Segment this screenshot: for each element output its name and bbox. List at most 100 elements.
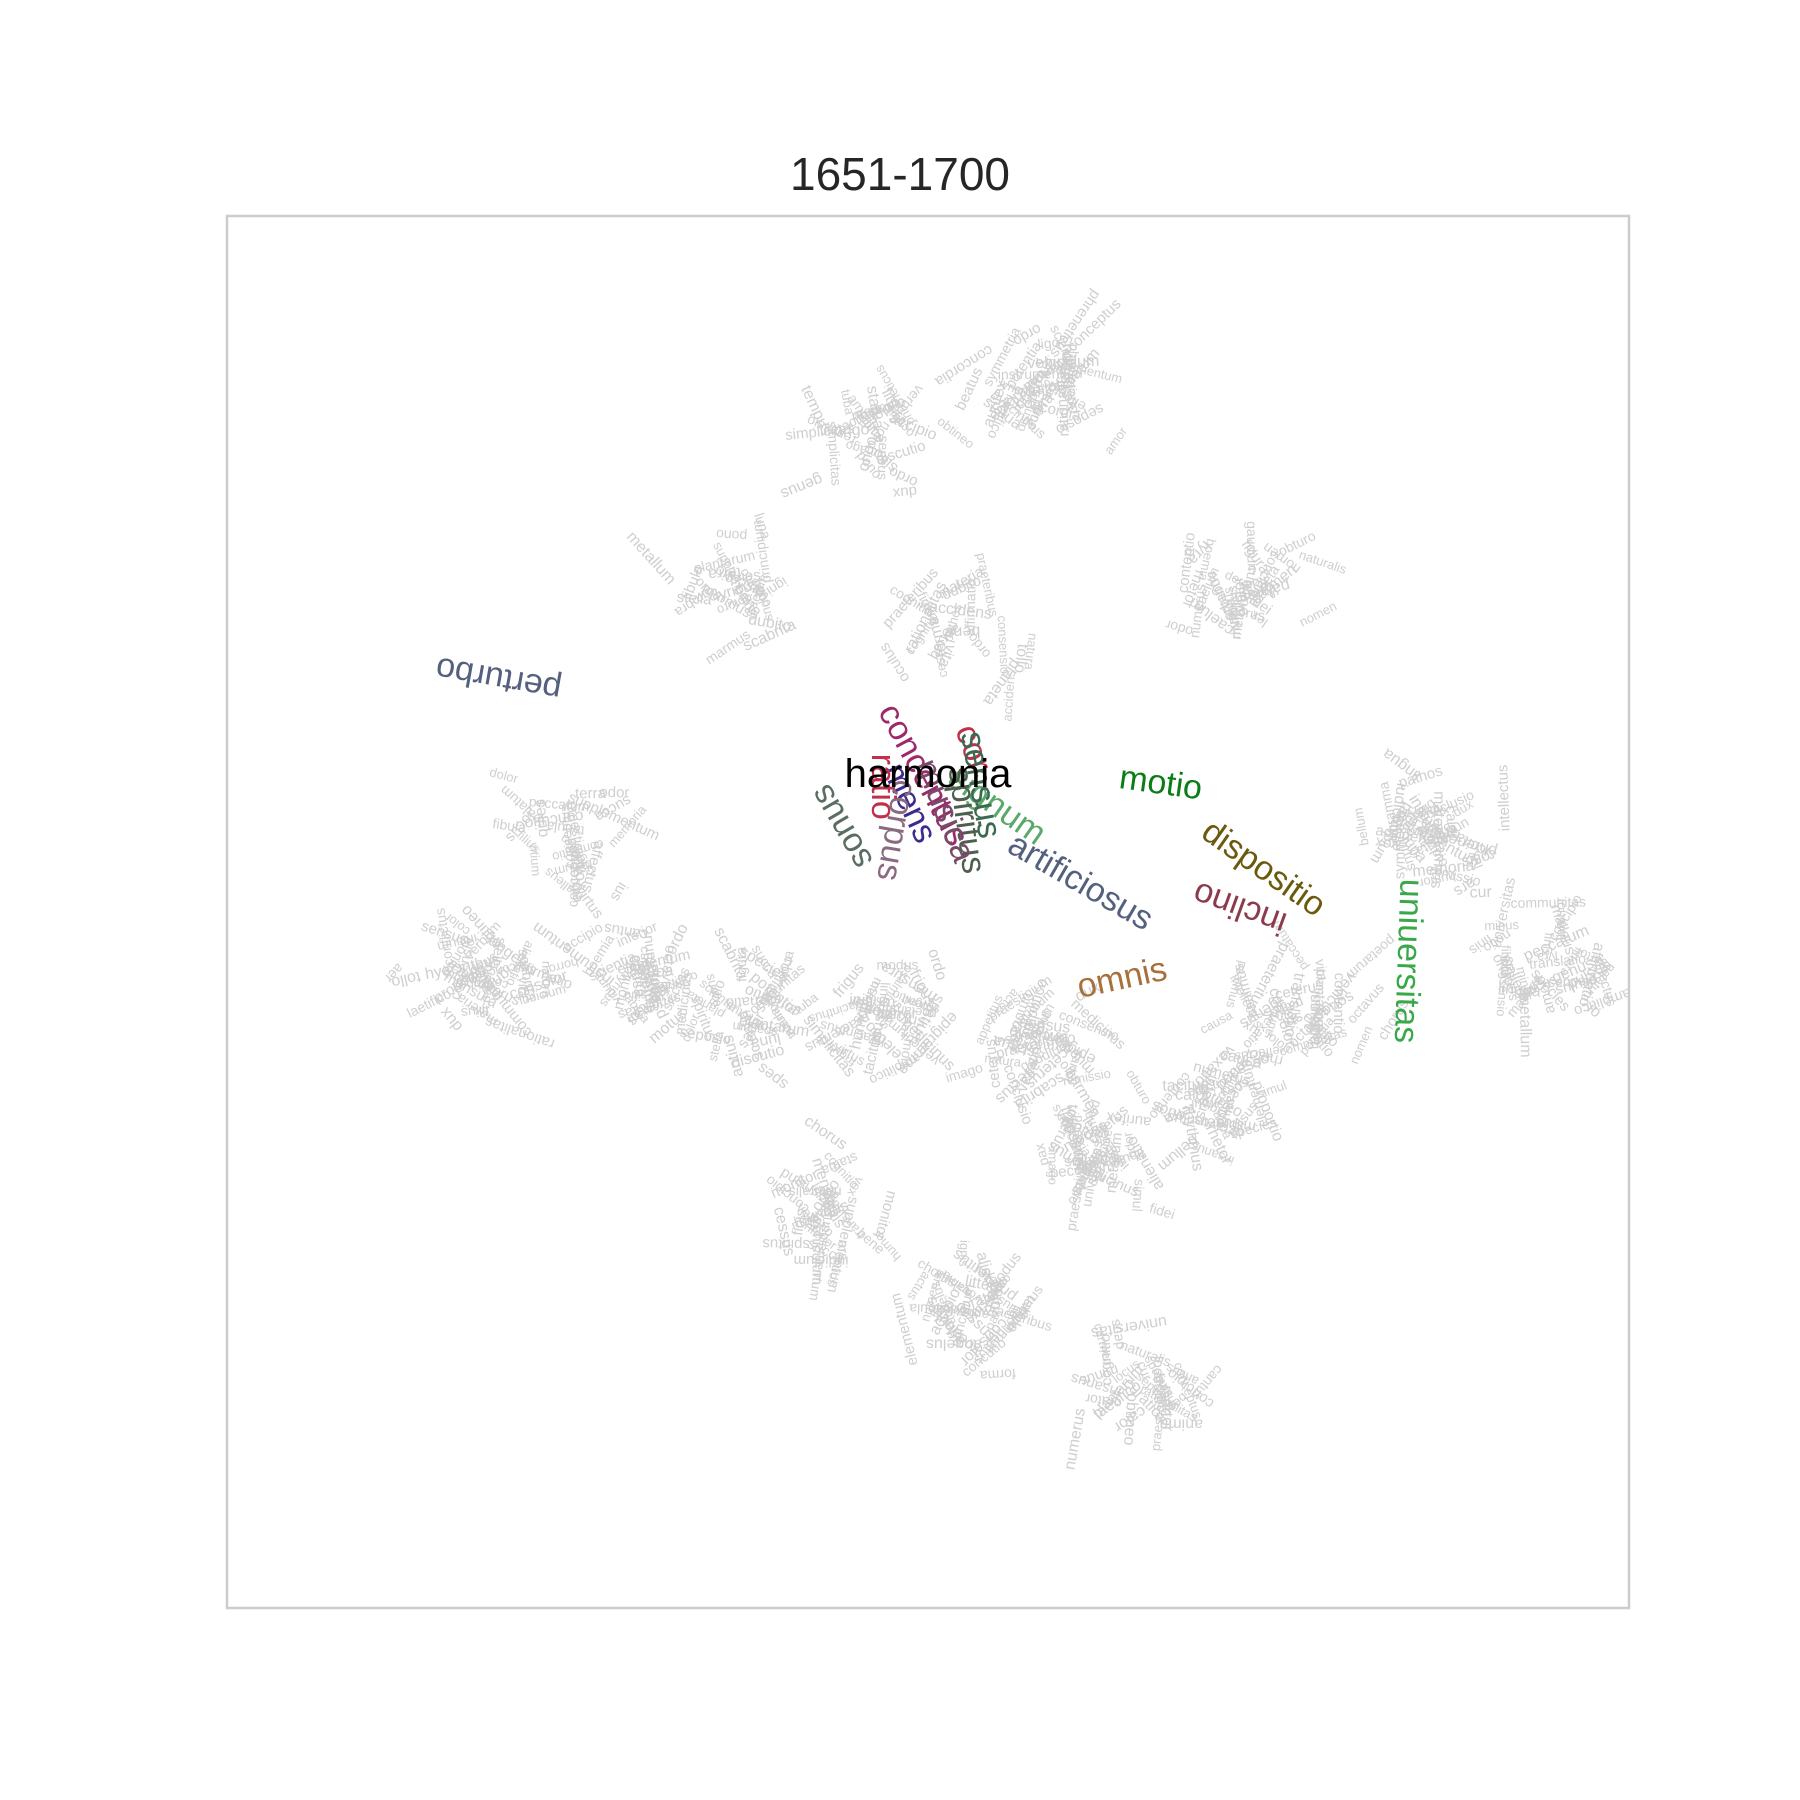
background-word: quies — [724, 567, 761, 586]
background-word: medicinus — [671, 971, 695, 1036]
background-word: iudicium — [1306, 990, 1324, 1049]
background-word: natura — [539, 961, 555, 999]
background-word: deus — [1106, 1318, 1127, 1351]
highlighted-word-motio: motio — [1117, 758, 1205, 807]
center-word-layer: harmonia — [845, 752, 1013, 796]
background-word: octavus — [657, 944, 679, 997]
background-word: forma — [1034, 1038, 1071, 1056]
background-word: communitas — [1510, 894, 1586, 911]
background-word: luna — [749, 1029, 782, 1052]
background-word: ligo — [1003, 1303, 1024, 1327]
background-word: tacitus — [1151, 1372, 1169, 1411]
background-word: seposio — [1548, 971, 1597, 990]
background-word: aer — [1095, 1121, 1115, 1145]
background-word: naturalis — [1297, 547, 1349, 577]
background-word: sitio — [624, 988, 647, 1003]
background-word: consensio — [1493, 957, 1513, 1017]
background-word: lingua — [876, 982, 894, 1020]
background-word: causa — [626, 954, 648, 999]
background-word: marmus — [1427, 830, 1451, 889]
background-word: pono — [715, 527, 747, 545]
background-word: fidei — [1148, 1200, 1177, 1223]
background-word: spatium — [731, 1019, 778, 1040]
background-word: symmetria — [1392, 809, 1409, 879]
plot-frame — [225, 214, 1631, 1610]
background-word: vehiculum — [1027, 353, 1100, 373]
background-word: vocabula — [909, 1301, 966, 1319]
background-word: bellum — [1350, 807, 1371, 847]
background-word: forma — [979, 1366, 1016, 1384]
background-word: sensus — [875, 435, 893, 480]
background-word: cognitio — [1405, 818, 1451, 839]
background-word: horror — [542, 955, 580, 979]
background-word: iudicium — [793, 1252, 848, 1270]
background-word: calor — [1175, 1086, 1211, 1104]
background-word: statua — [863, 385, 887, 431]
background-word: motus — [1219, 586, 1241, 626]
background-word: naturalis — [789, 1185, 842, 1201]
background-word: fidei — [1240, 573, 1269, 594]
background-word: tollo — [1061, 1103, 1081, 1134]
background-word: imago — [1046, 1149, 1061, 1184]
background-word: pono — [1025, 398, 1049, 432]
background-word: alienatio — [725, 991, 782, 1012]
background-word: obturo — [1123, 1067, 1154, 1106]
background-word: materia — [1429, 791, 1447, 845]
background-word: tempus — [1056, 335, 1076, 388]
background-word: natura — [984, 1050, 1023, 1069]
background-word: discutio — [1308, 996, 1323, 1040]
background-word: vitium — [642, 968, 665, 1009]
background-word: littera — [964, 1273, 1006, 1297]
center-word: harmonia — [845, 752, 1013, 796]
background-word: cognitio — [1097, 1334, 1116, 1386]
background-word: affirmatio — [962, 578, 979, 636]
background-word: fibula — [1498, 945, 1513, 977]
background-word: spiritus — [762, 1235, 810, 1253]
background-word: curatio — [1407, 802, 1446, 818]
highlighted-word-ratio: ratio — [864, 754, 902, 820]
background-word: tabula — [545, 818, 585, 839]
background-word: stella — [676, 589, 713, 609]
background-word: appetitus — [1064, 1151, 1126, 1171]
background-word: odor — [599, 784, 629, 802]
background-word: natura — [1021, 632, 1040, 671]
background-word: cesso — [928, 643, 950, 679]
background-word: vehiculum — [808, 1218, 825, 1286]
background-word: modus — [876, 956, 918, 972]
background-word: nomen — [1297, 598, 1339, 629]
background-word: tacitus — [1162, 1076, 1209, 1095]
background-word: aurifex — [1105, 1108, 1152, 1130]
background-word: chorus — [801, 1113, 850, 1154]
background-word: mors — [897, 1038, 918, 1071]
background-word: inferior — [1552, 897, 1568, 940]
background-word: obtineo — [1120, 1392, 1141, 1446]
background-word: origo — [833, 421, 870, 440]
background-word: simul — [1129, 1178, 1148, 1212]
background-word: ceterus — [981, 1038, 1004, 1089]
background-word: aurifex — [650, 979, 690, 994]
background-word: ars — [835, 1241, 851, 1261]
background-word: luna — [751, 511, 774, 541]
background-word: rationalitas — [1052, 364, 1073, 437]
chart-title: 1651-1700 — [790, 148, 1010, 200]
background-word: accidens — [999, 669, 1018, 722]
background-word: cur — [1469, 884, 1492, 902]
background-word: ars — [1074, 1153, 1091, 1176]
background-word: vox — [1374, 833, 1400, 854]
background-word: tuba — [838, 388, 858, 416]
background-word: concordia — [564, 837, 587, 904]
background-word: chorus — [1222, 601, 1266, 624]
background-word: sensus — [1019, 1014, 1071, 1037]
background-word: quies — [531, 798, 551, 838]
background-word: cur — [1134, 1359, 1156, 1383]
background-word: genus — [778, 470, 825, 502]
background-word: io — [568, 854, 587, 870]
background-word: simul — [1191, 1097, 1224, 1114]
background-word: filius — [460, 1003, 490, 1022]
background-word: locus — [1149, 1356, 1167, 1391]
background-word: praestigium — [1148, 1383, 1170, 1451]
background-word: gaudium — [1244, 521, 1261, 575]
background-word: sono — [822, 1256, 844, 1287]
background-word: humor — [1417, 869, 1457, 891]
background-word: vox — [570, 863, 590, 890]
